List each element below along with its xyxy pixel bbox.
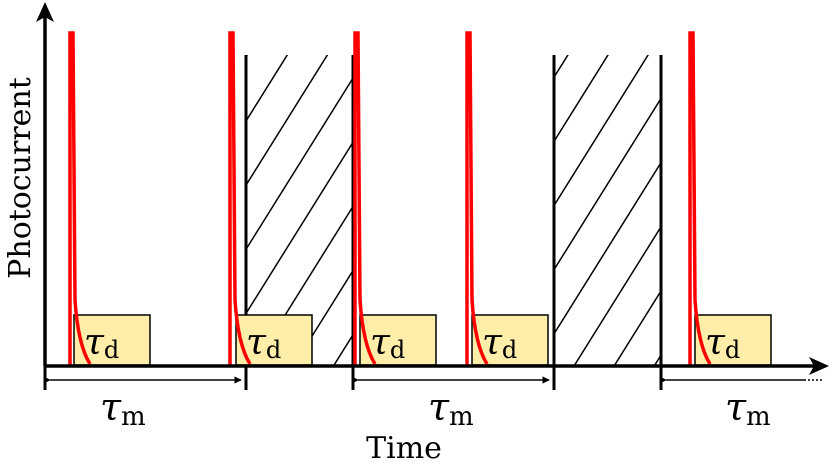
- x-axis: [45, 357, 829, 375]
- y-axis-label: Photocurrent: [3, 77, 38, 279]
- pulse-5: [688, 31, 712, 366]
- svg-text:τm: τm: [100, 385, 146, 432]
- svg-text:τd: τd: [482, 322, 517, 364]
- measurement-window-3: τm: [659, 366, 822, 432]
- pulse-3: [353, 31, 377, 366]
- measurement-window-2: τm: [351, 366, 556, 432]
- svg-text:τd: τd: [84, 322, 119, 364]
- measurement-window-1: τm: [43, 366, 248, 432]
- svg-text:τm: τm: [428, 385, 474, 432]
- dead-time-box-5: τd: [694, 314, 772, 366]
- pulse-1: [68, 31, 92, 366]
- dead-time-box-2: τd: [235, 314, 313, 366]
- pulse-2: [228, 31, 252, 366]
- hatched-window-1: [244, 55, 355, 366]
- svg-text:τd: τd: [705, 322, 740, 364]
- pulse-4: [465, 31, 489, 366]
- svg-text:τm: τm: [725, 385, 771, 432]
- x-axis-label: Time: [366, 431, 442, 463]
- y-axis: [36, 2, 54, 366]
- svg-text:τd: τd: [370, 322, 405, 364]
- svg-text:τd: τd: [246, 322, 281, 364]
- hatched-window-2: [552, 55, 663, 366]
